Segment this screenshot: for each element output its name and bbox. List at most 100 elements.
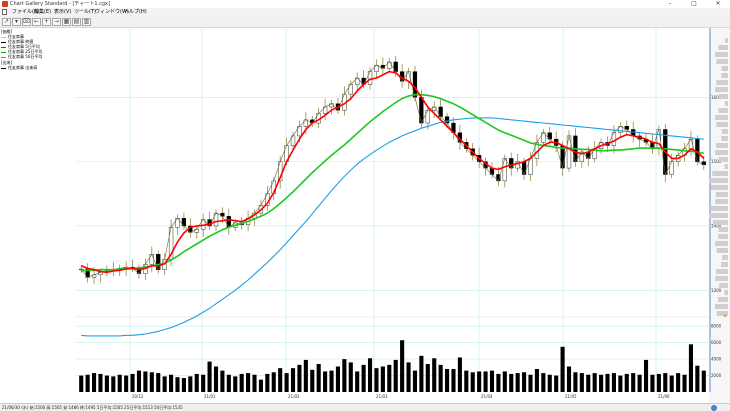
legend-item[interactable]: 住友商事 50日平均	[1, 54, 42, 59]
volume-bar	[643, 359, 649, 392]
volume-bar	[329, 370, 334, 392]
volume-bar	[489, 370, 495, 392]
volume-bar	[605, 373, 610, 392]
price-profile-bar	[724, 101, 728, 106]
chart-tool-icon[interactable]: ↗	[2, 18, 11, 26]
legend-item[interactable]: 住友商事 終値	[1, 39, 33, 44]
volume-bar	[310, 369, 315, 392]
price-profile-bar	[715, 304, 728, 309]
price-profile-bar	[716, 248, 728, 253]
x-tick-label: 21/03	[376, 394, 388, 399]
volume-bar	[477, 371, 482, 392]
maximize-button[interactable]: □	[691, 0, 697, 7]
x-tick-label: 21/06	[658, 394, 670, 399]
volume-bar	[650, 374, 655, 392]
volume-bar	[586, 374, 591, 392]
volume-bar	[323, 371, 328, 392]
price-profile-bar	[709, 178, 728, 183]
volume-bar	[688, 344, 694, 392]
price-profile-bar	[710, 185, 728, 190]
volume-bar	[374, 368, 379, 392]
menu-tools[interactable]: ツール(T)	[74, 9, 96, 15]
volume-bar	[637, 374, 642, 392]
stock-chart[interactable]: 1600 1500 1400 1300 8000 6000 4000 2000 20/12 21/…	[0, 28, 730, 403]
x-tick-label: 21/05	[565, 394, 577, 399]
x-tick-label: 21/04	[481, 394, 493, 399]
volume-bar	[258, 379, 263, 392]
volume-bar	[393, 359, 398, 392]
price-tick-label: 1400	[711, 223, 722, 228]
legend-volume-header: [出来]	[1, 60, 13, 65]
legend-item[interactable]: 住友商事 25日平均	[1, 49, 42, 54]
volume-bar	[515, 373, 520, 392]
candle-body	[226, 216, 231, 228]
volume-bar	[143, 371, 148, 392]
price-profile-bar	[715, 192, 728, 197]
volume-bar	[265, 373, 270, 392]
info-icon[interactable]	[711, 405, 717, 411]
volume-bar	[682, 374, 687, 392]
volume-bar	[554, 375, 559, 392]
legend-item[interactable]: 住友商事	[1, 34, 24, 39]
menu-edit[interactable]: 編集(E)	[34, 9, 52, 15]
volume-tick-label: 8000	[711, 324, 722, 329]
price-profile-bar	[716, 269, 728, 274]
grid-icon[interactable]: ▤	[72, 18, 81, 26]
x-tick-label: 20/12	[132, 394, 144, 399]
volume-bar	[522, 372, 527, 392]
volume-bar	[246, 373, 251, 392]
legend-price-header: [価格]	[1, 29, 13, 34]
legend-label: 住友商事 5日平均	[8, 44, 40, 49]
volume-bar	[496, 373, 501, 392]
price-profile-bar	[718, 45, 728, 50]
candle-body	[444, 116, 450, 124]
menu-help[interactable]: ヘルプ(H)	[124, 9, 147, 15]
close-button[interactable]: ✕	[715, 0, 721, 7]
volume-bar	[348, 362, 353, 392]
volume-bar	[284, 373, 289, 392]
volume-bar	[509, 373, 514, 392]
table-icon[interactable]: ▦	[62, 18, 71, 26]
cut-icon[interactable]: ⌧	[22, 18, 31, 26]
price-profile-bar	[715, 150, 728, 155]
legend-label: 住友商事	[8, 34, 24, 39]
back-icon[interactable]: ←	[32, 18, 41, 26]
legend-label: 住友商事 出来高	[8, 65, 38, 70]
volume-bar	[451, 368, 456, 392]
legend-swatch	[1, 67, 6, 69]
candle-body	[419, 97, 424, 124]
menu-bar: ファイル(F) 編集(E) 表示(V) ツール(T) ウィンドウ(W) ヘルプ(…	[0, 8, 730, 16]
volume-bar	[207, 361, 212, 392]
tile-icon[interactable]: ▥	[82, 18, 91, 26]
candle-body	[213, 212, 219, 227]
legend-item[interactable]: 住友商事 5日平均	[1, 44, 40, 49]
volume-bar	[271, 372, 276, 392]
price-profile-bar	[725, 38, 728, 43]
volume-bar	[188, 376, 193, 392]
price-tick-label: 1600	[711, 95, 722, 100]
volume-bar	[98, 373, 103, 392]
volume-bar	[367, 358, 373, 392]
volume-bar	[457, 357, 462, 392]
menu-window[interactable]: ウィンドウ(W)	[95, 9, 129, 15]
volume-bar	[361, 364, 366, 392]
volume-bar	[464, 370, 469, 392]
volume-bar	[412, 370, 418, 392]
menu-view[interactable]: 表示(V)	[54, 9, 72, 15]
legend-volume-item[interactable]: 住友商事 出来高	[1, 65, 37, 70]
x-tick-label: 21/01	[204, 394, 216, 399]
volume-bar	[701, 370, 706, 392]
price-profile-bar	[716, 80, 728, 85]
menu-file[interactable]: ファイル(F)	[12, 9, 39, 15]
add-icon[interactable]: +	[42, 18, 51, 26]
price-profile-bar	[722, 255, 728, 260]
minimize-button[interactable]: –	[668, 0, 672, 7]
legend-swatch	[1, 56, 6, 58]
document-icon[interactable]	[2, 9, 7, 15]
volume-bar	[290, 368, 296, 392]
forward-icon[interactable]: →	[52, 18, 61, 26]
price-profile-bar	[715, 87, 728, 92]
volume-bar	[387, 364, 392, 392]
price-profile-bar	[715, 115, 728, 120]
pointer-tool-icon[interactable]: ▾	[12, 18, 21, 26]
